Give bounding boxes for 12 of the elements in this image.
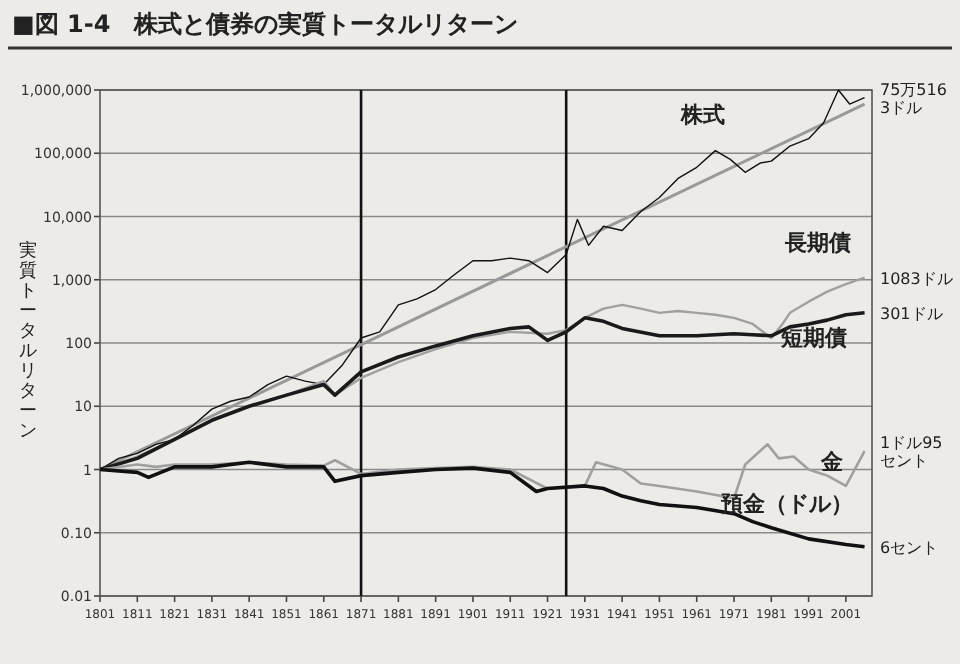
text: 実質トータルリターン bbox=[19, 242, 37, 442]
text: 6セント bbox=[880, 538, 939, 557]
series-label: 株式 bbox=[678, 101, 725, 128]
text: 75万5163ドル bbox=[880, 80, 947, 117]
series-label: 預金（ドル） bbox=[718, 490, 853, 517]
series-label: 短期債 bbox=[778, 324, 847, 351]
series-label: 長期債 bbox=[782, 229, 851, 256]
text: 301ドル bbox=[880, 304, 943, 323]
text: 1ドル95セント bbox=[880, 434, 943, 471]
text: 1083ドル bbox=[880, 269, 953, 288]
chart-title: ■図 1-4 株式と債券の実質トータルリターン bbox=[12, 10, 519, 38]
series-label: 金 bbox=[818, 449, 845, 476]
